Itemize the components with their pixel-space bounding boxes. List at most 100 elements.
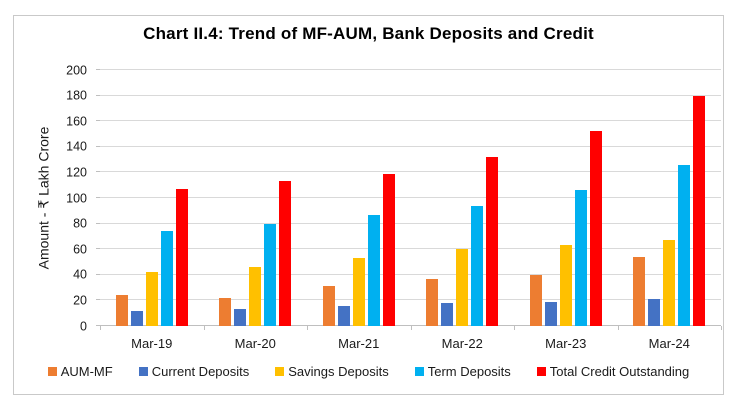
- x-tick-mark: [721, 326, 722, 330]
- legend-item-total-credit-outstanding: Total Credit Outstanding: [536, 364, 689, 379]
- bar-term-deposits-mar-19: [160, 231, 173, 326]
- y-tick-label-120: 120: [66, 165, 87, 180]
- bar-group-mar-24: [618, 70, 722, 326]
- bar-total-credit-outstanding-mar-23: [589, 131, 602, 326]
- bar-aum-mf-mar-24: [633, 256, 646, 326]
- x-tick-mark: [410, 326, 412, 330]
- bar-aum-mf-mar-22: [426, 278, 439, 326]
- bar-term-deposits-mar-21: [367, 214, 380, 326]
- y-tick-mark: [96, 145, 100, 147]
- gridline-60: [100, 248, 721, 250]
- y-tick-mark: [96, 299, 100, 301]
- bar-current-deposits-mar-23: [544, 301, 557, 326]
- y-axis-tick-labels: 0 20 40 60 80 100 120 140 160 180 200: [13, 64, 93, 332]
- gridline-40: [100, 273, 721, 275]
- x-axis-line: [100, 325, 721, 326]
- x-axis-label-mar-20: Mar-20: [234, 336, 276, 351]
- plot-area: [96, 69, 722, 330]
- gridline-140: [100, 145, 721, 147]
- legend-item-savings-deposits: Savings Deposits: [275, 364, 389, 379]
- legend-swatch-icon: [414, 367, 424, 376]
- y-tick-mark: [96, 222, 100, 224]
- bar-total-credit-outstanding-mar-19: [175, 189, 188, 326]
- x-axis-label-mar-22: Mar-22: [441, 336, 483, 351]
- bar-total-credit-outstanding-mar-20: [279, 181, 292, 326]
- bar-savings-deposits-mar-22: [456, 249, 469, 326]
- x-tick-mark: [100, 326, 101, 330]
- y-tick-label-0: 0: [80, 318, 87, 333]
- x-tick-mark: [203, 326, 205, 330]
- y-tick-mark: [96, 325, 100, 326]
- legend-label: AUM-MF: [60, 364, 113, 379]
- chart-title: Chart II.4: Trend of MF-AUM, Bank Deposi…: [143, 24, 594, 43]
- y-tick-label-200: 200: [66, 62, 87, 77]
- legend: AUM-MF Current Deposits Savings Deposits Te…: [13, 364, 724, 379]
- chart-frame: [13, 15, 724, 395]
- legend-item-aum-mf: AUM-MF: [47, 364, 113, 379]
- bar-term-deposits-mar-22: [471, 205, 484, 326]
- y-tick-mark: [96, 120, 100, 122]
- bar-aum-mf-mar-19: [115, 295, 128, 326]
- x-tick-mark: [617, 326, 619, 330]
- bar-aum-mf-mar-23: [529, 274, 542, 326]
- bar-current-deposits-mar-19: [130, 310, 143, 326]
- y-tick-label-40: 40: [73, 267, 87, 282]
- bar-savings-deposits-mar-21: [352, 258, 365, 326]
- y-tick-mark: [96, 248, 100, 250]
- bar-total-credit-outstanding-mar-24: [693, 95, 706, 326]
- gridline-200: [100, 69, 721, 70]
- bar-savings-deposits-mar-23: [559, 245, 572, 326]
- x-axis-label-mar-19: Mar-19: [131, 336, 173, 351]
- bar-group-mar-23: [514, 70, 618, 326]
- gridline-160: [100, 120, 721, 122]
- bar-term-deposits-mar-23: [574, 190, 587, 326]
- x-axis-label-mar-21: Mar-21: [338, 336, 380, 351]
- y-tick-label-160: 160: [66, 113, 87, 128]
- y-tick-mark: [96, 197, 100, 198]
- gridline-20: [100, 299, 721, 301]
- bar-savings-deposits-mar-19: [145, 272, 158, 326]
- legend-label: Current Deposits: [151, 364, 250, 379]
- gridline-120: [100, 171, 721, 173]
- bar-group-mar-22: [411, 70, 515, 326]
- bar-total-credit-outstanding-mar-21: [382, 173, 395, 326]
- legend-label: Savings Deposits: [288, 364, 389, 379]
- bar-total-credit-outstanding-mar-22: [486, 157, 499, 326]
- bar-term-deposits-mar-20: [264, 223, 277, 326]
- legend-swatch-icon: [138, 367, 148, 376]
- bar-group-mar-19: [100, 70, 204, 326]
- bar-group-mar-20: [204, 70, 308, 326]
- legend-swatch-icon: [275, 367, 285, 376]
- legend-swatch-icon: [536, 367, 546, 376]
- bar-current-deposits-mar-21: [337, 305, 350, 326]
- bar-current-deposits-mar-22: [441, 302, 454, 326]
- y-tick-mark: [96, 69, 100, 70]
- legend-swatch-icon: [47, 367, 57, 376]
- x-tick-mark: [307, 326, 308, 330]
- bar-term-deposits-mar-24: [678, 164, 691, 326]
- bar-savings-deposits-mar-24: [663, 240, 676, 326]
- x-axis-labels: Mar-19 Mar-20 Mar-21 Mar-22 Mar-23 Mar-24: [100, 336, 721, 351]
- y-tick-mark: [96, 273, 100, 275]
- y-tick-label-80: 80: [73, 216, 87, 231]
- gridline-80: [100, 222, 721, 224]
- y-tick-label-60: 60: [73, 241, 87, 256]
- bar-aum-mf-mar-21: [322, 286, 335, 326]
- bar-group-mar-21: [307, 70, 411, 326]
- gridline-180: [100, 94, 721, 96]
- legend-item-term-deposits: Term Deposits: [414, 364, 511, 379]
- bar-current-deposits-mar-24: [648, 299, 661, 326]
- bar-savings-deposits-mar-20: [249, 267, 262, 326]
- bar-groups: [100, 70, 721, 326]
- x-tick-mark: [514, 326, 515, 330]
- bar-current-deposits-mar-20: [234, 309, 247, 326]
- y-tick-label-180: 180: [66, 88, 87, 103]
- x-axis-label-mar-23: Mar-23: [545, 336, 587, 351]
- legend-item-current-deposits: Current Deposits: [138, 364, 250, 379]
- y-tick-label-20: 20: [73, 293, 87, 308]
- y-tick-mark: [96, 171, 100, 173]
- bar-aum-mf-mar-20: [219, 297, 232, 326]
- y-tick-mark: [96, 94, 100, 96]
- y-tick-label-140: 140: [66, 139, 87, 154]
- gridline-100: [100, 197, 721, 198]
